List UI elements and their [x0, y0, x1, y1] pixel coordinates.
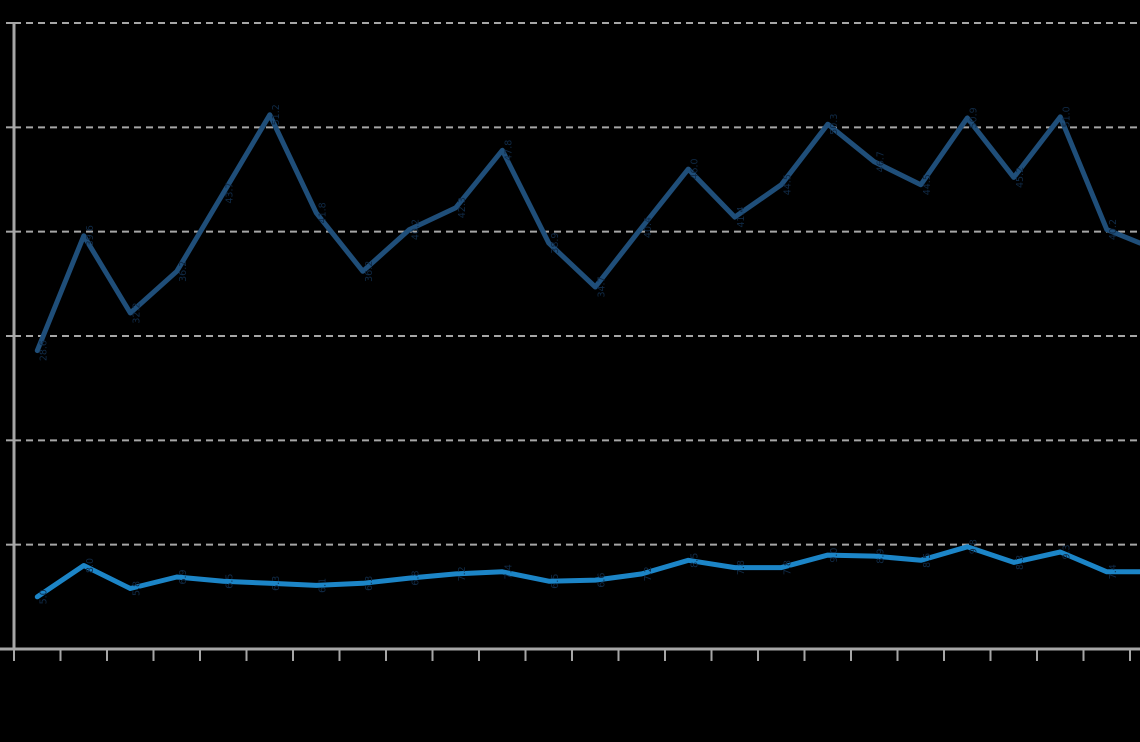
data-label: 7.2	[643, 566, 654, 581]
data-label: 8.5	[922, 553, 933, 568]
data-label: 6.5	[224, 574, 235, 589]
data-label: 7.4	[503, 564, 514, 579]
series-1-data-labels: 28.6 39.6 32.2 36.2 43.7 51.2 41.8 36.2 40.2 42.3…	[38, 104, 1119, 361]
data-label: 7.8	[736, 560, 747, 575]
data-label: 8.5	[689, 553, 700, 568]
x-axis-ticks	[13, 649, 1131, 661]
data-label: 38.9	[550, 233, 561, 254]
data-label: 6.9	[178, 569, 189, 584]
data-label: 8.9	[875, 549, 886, 564]
data-label: 51.0	[1061, 106, 1072, 127]
data-label: 34.7	[596, 276, 607, 297]
series-1-line	[34, 112, 1140, 354]
data-label: 9.8	[968, 539, 979, 554]
data-label: 28.6	[38, 340, 49, 361]
data-label: 8.0	[85, 558, 96, 573]
data-label: 9.3	[1061, 544, 1072, 559]
data-label: 41.8	[317, 202, 328, 223]
data-label: 40.2	[1108, 219, 1119, 240]
data-label: 46.0	[689, 158, 700, 179]
data-label: 46.7	[875, 151, 886, 172]
data-label: 43.7	[224, 182, 235, 203]
series-2-line	[34, 544, 1140, 600]
data-label: 40.4	[643, 217, 654, 238]
data-label: 6.6	[596, 573, 607, 588]
data-label: 47.8	[503, 140, 514, 161]
data-label: 7.2	[457, 566, 468, 581]
data-label: 50.9	[968, 107, 979, 128]
data-label: 7.8	[782, 560, 793, 575]
data-label: 36.2	[178, 261, 189, 282]
data-label: 9.0	[829, 548, 840, 563]
data-label: 5.8	[131, 581, 142, 596]
data-label: 50.3	[829, 114, 840, 135]
data-label: 44.5	[782, 174, 793, 195]
data-label: 44.5	[922, 174, 933, 195]
data-label: 36.2	[364, 261, 375, 282]
data-label: 6.1	[317, 578, 328, 593]
gridlines	[14, 22, 1140, 546]
data-label: 51.2	[271, 104, 282, 125]
data-label: 41.4	[736, 206, 747, 227]
data-label: 6.3	[364, 576, 375, 591]
data-label: 40.2	[410, 219, 421, 240]
data-label: 7.4	[1108, 564, 1119, 579]
data-label: 5.0	[38, 589, 49, 604]
series-2-data-labels: 5.0 8.0 5.8 6.9 6.5 6.3 6.1 6.3 6.8 7.2 7.4 6.5 6.6 7…	[38, 539, 1119, 604]
data-label: 45.2	[1015, 167, 1026, 188]
data-label: 32.2	[131, 302, 142, 323]
data-label: 6.8	[410, 570, 421, 585]
data-label: 42.3	[457, 197, 468, 218]
data-label: 8.3	[1015, 555, 1026, 570]
data-label: 39.6	[85, 225, 96, 246]
data-label: 6.5	[550, 574, 561, 589]
data-label: 6.3	[271, 576, 282, 591]
